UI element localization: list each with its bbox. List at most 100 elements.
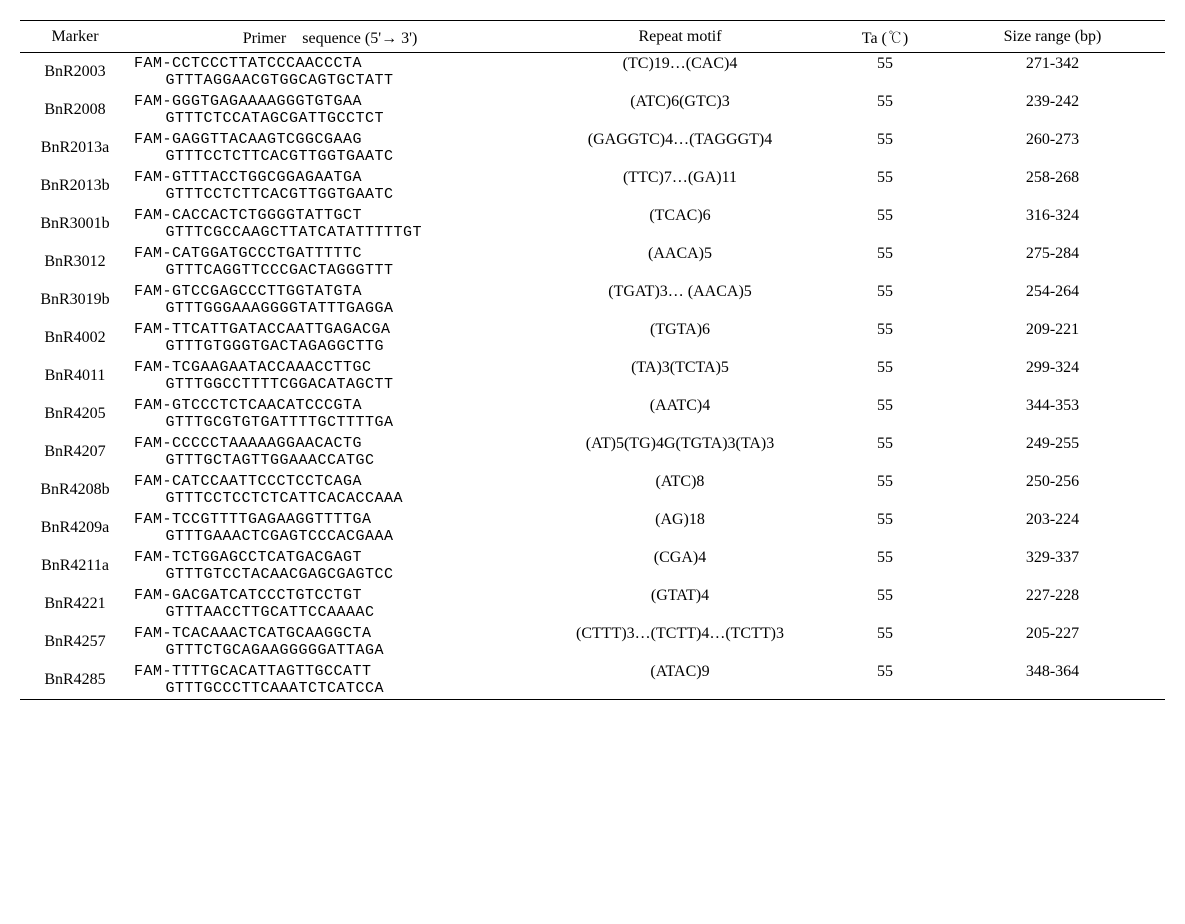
primer-cell: FAM-TCTGGAGCCTCATGACGAGTGTTTGTCCTACAACGA… bbox=[130, 547, 530, 585]
primer-reverse: GTTTCTCCATAGCGATTGCCTCT bbox=[134, 110, 524, 127]
size-cell: 329-337 bbox=[940, 547, 1165, 585]
primer-forward: FAM-GACGATCATCCCTGTCCTGT bbox=[134, 587, 524, 604]
primer-forward: FAM-TCCGTTTTGAGAAGGTTTTGA bbox=[134, 511, 524, 528]
primer-cell: FAM-GTCCCTCTCAACATCCCGTAGTTTGCGTGTGATTTT… bbox=[130, 395, 530, 433]
table-row: BnR2008FAM-GGGTGAGAAAAGGGTGTGAAGTTTCTCCA… bbox=[20, 91, 1165, 129]
table-row: BnR4002FAM-TTCATTGATACCAATTGAGACGAGTTTGT… bbox=[20, 319, 1165, 357]
size-cell: 254-264 bbox=[940, 281, 1165, 319]
primer-cell: FAM-CATCCAATTCCCTCCTCAGAGTTTCCTCCTCTCATT… bbox=[130, 471, 530, 509]
size-cell: 227-228 bbox=[940, 585, 1165, 623]
size-cell: 275-284 bbox=[940, 243, 1165, 281]
size-cell: 316-324 bbox=[940, 205, 1165, 243]
primer-forward: FAM-GTCCGAGCCCTTGGTATGTA bbox=[134, 283, 524, 300]
primer-reverse: GTTTGGCCTTTTCGGACATAGCTT bbox=[134, 376, 524, 393]
marker-cell: BnR4211a bbox=[20, 547, 130, 585]
marker-cell: BnR4209a bbox=[20, 509, 130, 547]
ta-cell: 55 bbox=[830, 53, 940, 92]
table-row: BnR3012FAM-CATGGATGCCCTGATTTTTCGTTTCAGGT… bbox=[20, 243, 1165, 281]
table-row: BnR3001bFAM-CACCACTCTGGGGTATTGCTGTTTCGCC… bbox=[20, 205, 1165, 243]
primer-forward: FAM-CATCCAATTCCCTCCTCAGA bbox=[134, 473, 524, 490]
marker-cell: BnR3012 bbox=[20, 243, 130, 281]
table-row: BnR4209aFAM-TCCGTTTTGAGAAGGTTTTGAGTTTGAA… bbox=[20, 509, 1165, 547]
size-cell: 250-256 bbox=[940, 471, 1165, 509]
primer-forward: FAM-TCGAAGAATACCAAACCTTGC bbox=[134, 359, 524, 376]
primer-reverse: GTTTGAAACTCGAGTCCCACGAAA bbox=[134, 528, 524, 545]
size-cell: 239-242 bbox=[940, 91, 1165, 129]
primer-reverse: GTTTGCCCTTCAAATCTCATCCA bbox=[134, 680, 524, 697]
marker-cell: BnR4002 bbox=[20, 319, 130, 357]
marker-cell: BnR2013b bbox=[20, 167, 130, 205]
table-body: BnR2003FAM-CCTCCCTTATCCCAACCCTAGTTTAGGAA… bbox=[20, 53, 1165, 700]
marker-cell: BnR3001b bbox=[20, 205, 130, 243]
col-header-motif: Repeat motif bbox=[530, 21, 830, 53]
primer-reverse: GTTTGTCCTACAACGAGCGAGTCC bbox=[134, 566, 524, 583]
ta-cell: 55 bbox=[830, 395, 940, 433]
marker-cell: BnR4257 bbox=[20, 623, 130, 661]
table-row: BnR4221FAM-GACGATCATCCCTGTCCTGTGTTTAACCT… bbox=[20, 585, 1165, 623]
size-cell: 249-255 bbox=[940, 433, 1165, 471]
table-row: BnR4285FAM-TTTTGCACATTAGTTGCCATTGTTTGCCC… bbox=[20, 661, 1165, 700]
size-cell: 205-227 bbox=[940, 623, 1165, 661]
primer-forward: FAM-TCTGGAGCCTCATGACGAGT bbox=[134, 549, 524, 566]
motif-cell: (TGTA)6 bbox=[530, 319, 830, 357]
primer-reverse: GTTTCGCCAAGCTTATCATATTTTTGT bbox=[134, 224, 524, 241]
ta-cell: 55 bbox=[830, 585, 940, 623]
motif-cell: (GTAT)4 bbox=[530, 585, 830, 623]
col-header-primer: Primer sequence (5'→ 3') bbox=[130, 21, 530, 53]
primer-cell: FAM-CCCCCTAAAAAGGAACACTGGTTTGCTAGTTGGAAA… bbox=[130, 433, 530, 471]
primer-reverse: GTTTAACCTTGCATTCCAAAAC bbox=[134, 604, 524, 621]
marker-cell: BnR4011 bbox=[20, 357, 130, 395]
primer-forward: FAM-CCCCCTAAAAAGGAACACTG bbox=[134, 435, 524, 452]
ta-cell: 55 bbox=[830, 167, 940, 205]
primer-forward: FAM-TTCATTGATACCAATTGAGACGA bbox=[134, 321, 524, 338]
primer-reverse: GTTTCCTCTTCACGTTGGTGAATC bbox=[134, 148, 524, 165]
motif-cell: (TGAT)3… (AACA)5 bbox=[530, 281, 830, 319]
primer-cell: FAM-CACCACTCTGGGGTATTGCTGTTTCGCCAAGCTTAT… bbox=[130, 205, 530, 243]
marker-cell: BnR2013a bbox=[20, 129, 130, 167]
primer-cell: FAM-TCCGTTTTGAGAAGGTTTTGAGTTTGAAACTCGAGT… bbox=[130, 509, 530, 547]
size-cell: 344-353 bbox=[940, 395, 1165, 433]
motif-cell: (AG)18 bbox=[530, 509, 830, 547]
size-cell: 260-273 bbox=[940, 129, 1165, 167]
ta-cell: 55 bbox=[830, 205, 940, 243]
marker-cell: BnR2008 bbox=[20, 91, 130, 129]
size-cell: 209-221 bbox=[940, 319, 1165, 357]
primer-cell: FAM-CCTCCCTTATCCCAACCCTAGTTTAGGAACGTGGCA… bbox=[130, 53, 530, 92]
motif-cell: (TCAC)6 bbox=[530, 205, 830, 243]
primer-forward: FAM-TCACAAACTCATGCAAGGCTA bbox=[134, 625, 524, 642]
col-header-size: Size range (bp) bbox=[940, 21, 1165, 53]
ta-cell: 55 bbox=[830, 281, 940, 319]
primer-cell: FAM-TTTTGCACATTAGTTGCCATTGTTTGCCCTTCAAAT… bbox=[130, 661, 530, 700]
primer-reverse: GTTTGTGGGTGACTAGAGGCTTG bbox=[134, 338, 524, 355]
primer-forward: FAM-GGGTGAGAAAAGGGTGTGAA bbox=[134, 93, 524, 110]
table-row: BnR4257FAM-TCACAAACTCATGCAAGGCTAGTTTCTGC… bbox=[20, 623, 1165, 661]
ta-cell: 55 bbox=[830, 433, 940, 471]
table-row: BnR4205FAM-GTCCCTCTCAACATCCCGTAGTTTGCGTG… bbox=[20, 395, 1165, 433]
primer-table: Marker Primer sequence (5'→ 3') Repeat m… bbox=[20, 20, 1165, 700]
primer-cell: FAM-TCACAAACTCATGCAAGGCTAGTTTCTGCAGAAGGG… bbox=[130, 623, 530, 661]
table-row: BnR4011FAM-TCGAAGAATACCAAACCTTGCGTTTGGCC… bbox=[20, 357, 1165, 395]
motif-cell: (TC)19…(CAC)4 bbox=[530, 53, 830, 92]
ta-cell: 55 bbox=[830, 623, 940, 661]
ta-cell: 55 bbox=[830, 319, 940, 357]
size-cell: 203-224 bbox=[940, 509, 1165, 547]
ta-cell: 55 bbox=[830, 243, 940, 281]
marker-cell: BnR2003 bbox=[20, 53, 130, 92]
table-row: BnR2013bFAM-GTTTACCTGGCGGAGAATGAGTTTCCTC… bbox=[20, 167, 1165, 205]
primer-forward: FAM-GTTTACCTGGCGGAGAATGA bbox=[134, 169, 524, 186]
ta-cell: 55 bbox=[830, 91, 940, 129]
motif-cell: (ATC)8 bbox=[530, 471, 830, 509]
ta-cell: 55 bbox=[830, 547, 940, 585]
col-header-marker: Marker bbox=[20, 21, 130, 53]
primer-forward: FAM-CATGGATGCCCTGATTTTTC bbox=[134, 245, 524, 262]
primer-forward: FAM-TTTTGCACATTAGTTGCCATT bbox=[134, 663, 524, 680]
primer-cell: FAM-GACGATCATCCCTGTCCTGTGTTTAACCTTGCATTC… bbox=[130, 585, 530, 623]
table-row: BnR4211aFAM-TCTGGAGCCTCATGACGAGTGTTTGTCC… bbox=[20, 547, 1165, 585]
size-cell: 271-342 bbox=[940, 53, 1165, 92]
col-header-ta: Ta (℃) bbox=[830, 21, 940, 53]
motif-cell: (TTC)7…(GA)11 bbox=[530, 167, 830, 205]
marker-cell: BnR3019b bbox=[20, 281, 130, 319]
primer-cell: FAM-GTTTACCTGGCGGAGAATGAGTTTCCTCTTCACGTT… bbox=[130, 167, 530, 205]
primer-cell: FAM-GAGGTTACAAGTCGGCGAAGGTTTCCTCTTCACGTT… bbox=[130, 129, 530, 167]
ta-cell: 55 bbox=[830, 509, 940, 547]
